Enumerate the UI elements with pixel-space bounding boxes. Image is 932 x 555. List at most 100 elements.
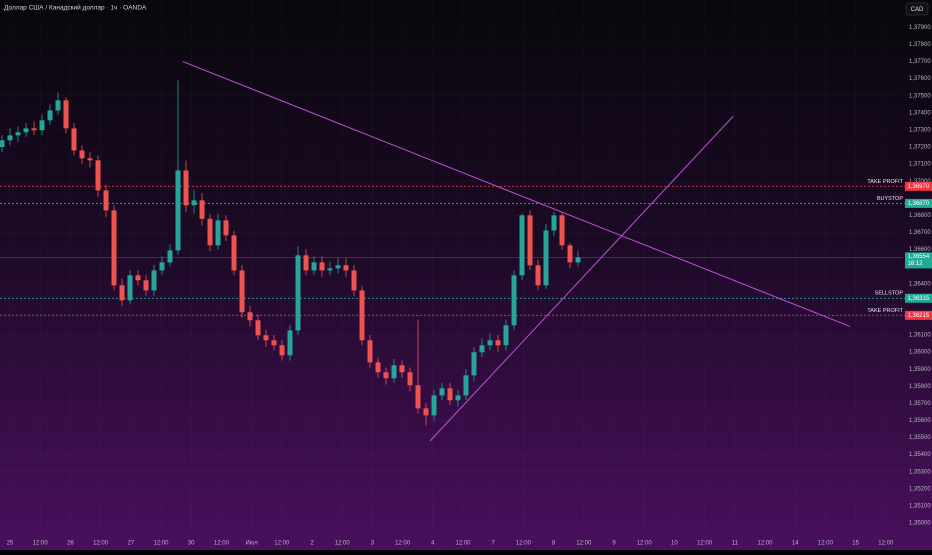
y-tick-label: 1,35800	[909, 384, 931, 390]
level-name: SELLSTOP	[875, 291, 904, 297]
y-tick-label: 1,36100	[909, 333, 931, 339]
y-tick-label: 1,37500	[909, 93, 931, 99]
candle-body	[287, 330, 293, 356]
candle-body	[55, 100, 61, 111]
y-tick-label: 1,37300	[909, 127, 931, 133]
currency-box[interactable]	[905, 2, 929, 16]
y-tick-label: 1,35500	[909, 435, 931, 441]
level-price-box	[905, 310, 932, 320]
candle-body	[471, 352, 477, 376]
candle-body	[351, 270, 357, 291]
candle-body	[559, 215, 565, 246]
candle-body	[247, 312, 253, 321]
x-tick-label: 12:00	[818, 541, 834, 547]
x-tick-label: 12:00	[335, 541, 351, 547]
x-tick-label: 12:00	[214, 541, 230, 547]
level-price: 1,36870	[908, 201, 930, 207]
candle-body	[487, 340, 493, 346]
y-tick-label: 1,37100	[909, 162, 931, 168]
trendline	[182, 61, 851, 327]
y-tick-label: 1,35900	[909, 367, 931, 373]
candle-body	[199, 200, 205, 219]
candle-body	[71, 128, 77, 151]
x-tick-label: 12:00	[637, 541, 653, 547]
level-price-box	[905, 293, 932, 303]
y-tick-label: 1,35600	[909, 418, 931, 424]
candle-body	[399, 365, 405, 373]
candle-body	[223, 220, 229, 236]
x-tick-label: 30	[188, 541, 195, 547]
candle-body	[503, 325, 509, 346]
chart-title: Доллар США / Канадский доллар · 1ч · OAN…	[4, 4, 147, 12]
x-tick-label: 12:00	[274, 541, 290, 547]
level-price-box	[905, 181, 932, 191]
candle-body	[423, 408, 429, 416]
y-tick-label: 1,36000	[909, 350, 931, 356]
candle-body	[119, 285, 125, 301]
y-tick-label: 1,36700	[909, 230, 931, 236]
y-tick-label: 1,35300	[909, 469, 931, 475]
y-tick-label: 1,36600	[909, 247, 931, 253]
last-price: 1,36554	[908, 254, 930, 260]
x-tick-label: 12:00	[516, 541, 532, 547]
candle-body	[311, 262, 317, 271]
candle-body	[511, 275, 517, 326]
x-tick-label: 27	[127, 541, 134, 547]
candle-body	[343, 265, 349, 271]
candle-body	[87, 158, 93, 161]
candle-body	[183, 170, 189, 206]
level-name: BUYSTOP	[877, 196, 904, 202]
x-tick-label: 2	[310, 541, 314, 547]
candle-body	[431, 395, 437, 416]
candle-body	[95, 160, 101, 191]
x-tick-label: 14	[792, 541, 799, 547]
x-tick-label: 12:00	[455, 541, 471, 547]
candle-body	[439, 388, 445, 396]
candle-body	[159, 262, 165, 271]
x-tick-label: 10	[671, 541, 678, 547]
candle-body	[135, 275, 141, 281]
x-tick-label: 26	[67, 541, 74, 547]
x-tick-label: 12:00	[697, 541, 713, 547]
candle-body	[447, 388, 453, 401]
last-price-box	[905, 252, 932, 269]
level-name: TAKE PROFIT	[867, 308, 903, 314]
candle-body	[143, 280, 149, 291]
candle-body	[479, 345, 485, 353]
x-tick-label: 3	[371, 541, 375, 547]
level-price: 1,36215	[908, 313, 930, 319]
x-tick-label: 12:00	[878, 541, 894, 547]
candle-body	[7, 135, 13, 141]
y-tick-label: 1,37000	[909, 179, 931, 185]
level-price: 1,36315	[908, 296, 930, 302]
currency[interactable]: CAD	[911, 7, 924, 13]
candle-body	[255, 320, 261, 336]
candle-body	[327, 268, 333, 271]
candle-body	[527, 215, 533, 266]
candle-body	[375, 362, 381, 373]
candle-body	[407, 372, 413, 386]
candle-body	[79, 150, 85, 159]
y-tick-label: 1,36800	[909, 213, 931, 219]
candle-body	[271, 340, 277, 346]
candle-body	[279, 345, 285, 356]
candle-body	[103, 190, 109, 211]
y-tick-label: 1,35700	[909, 401, 931, 407]
candle-body	[191, 200, 197, 206]
level-name: TAKE PROFIT	[867, 179, 903, 185]
y-tick-label: 1,35000	[909, 521, 931, 527]
candle-body	[415, 385, 421, 409]
candle-body	[31, 128, 37, 131]
candle-body	[319, 262, 325, 271]
candle-body	[111, 210, 117, 286]
y-tick-label: 1,37800	[909, 42, 931, 48]
candle-body	[215, 220, 221, 246]
candle-body	[367, 340, 373, 363]
candle-body	[15, 132, 21, 136]
y-tick-label: 1,37200	[909, 145, 931, 151]
candle-body	[495, 340, 501, 346]
candle-body	[391, 365, 397, 379]
candle-body	[231, 235, 237, 271]
y-tick-label: 1,37400	[909, 110, 931, 116]
